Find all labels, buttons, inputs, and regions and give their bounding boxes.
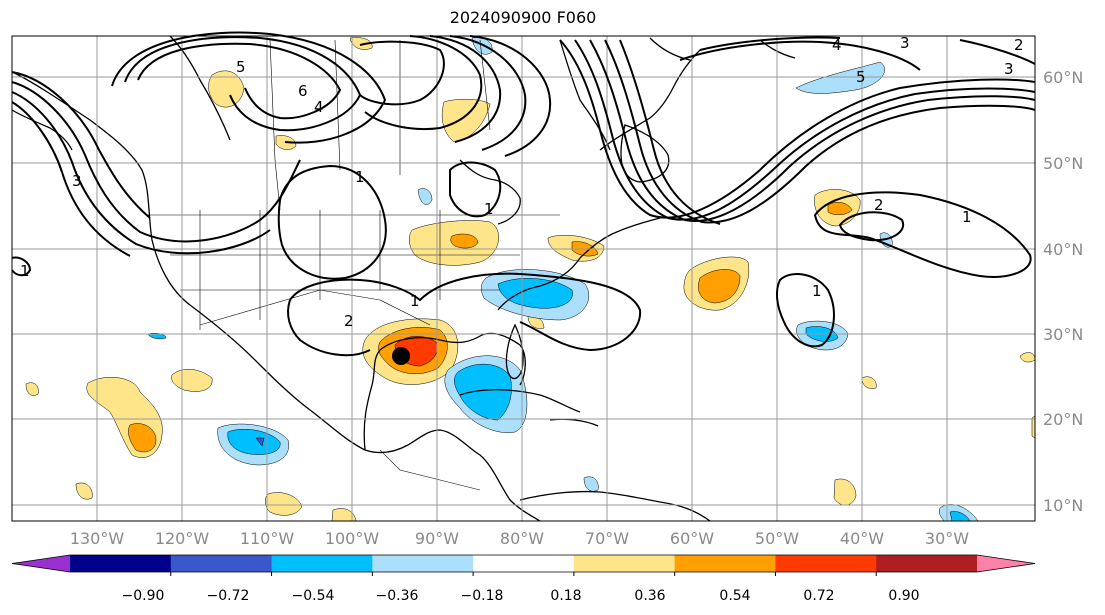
coastlines <box>11 35 796 522</box>
colorbar-extend-high <box>977 555 1035 572</box>
negative-anomaly <box>255 437 265 447</box>
positive-anomaly <box>349 37 373 50</box>
lon-label: 30°W <box>925 529 969 548</box>
colorbar-segment <box>876 555 978 572</box>
lat-label: 30°N <box>1043 325 1083 344</box>
colorbar-segment <box>271 555 373 572</box>
colorbar-segment <box>775 555 877 572</box>
contour-label: 4 <box>832 36 842 54</box>
contour-label: 2 <box>344 312 354 330</box>
positive-anomaly <box>441 99 491 143</box>
negative-anomaly <box>583 476 599 492</box>
latitude-labels: 60°N 50°N 40°N 30°N 20°N 10°N <box>1043 68 1083 515</box>
colorbar-tick-label: −0.54 <box>292 588 335 604</box>
lon-label: 70°W <box>585 529 629 548</box>
colorbar-tick-label: 0.36 <box>634 588 665 604</box>
lat-label: 60°N <box>1043 68 1083 87</box>
lat-label: 50°N <box>1043 154 1083 173</box>
lon-label: 60°W <box>670 529 714 548</box>
negative-anomaly <box>497 278 573 309</box>
lon-label: 110°W <box>240 529 295 548</box>
negative-anomaly <box>454 364 512 421</box>
contour-label: 5 <box>236 58 246 76</box>
colorbar-tick-labels: −0.90 −0.72 −0.54 −0.36 −0.18 0.18 0.36 … <box>122 588 920 604</box>
lon-label: 50°W <box>755 529 799 548</box>
colorbar-tick-label: 0.54 <box>719 588 750 604</box>
colorbar-tick-label: 0.72 <box>803 588 834 604</box>
positive-anomaly <box>25 382 39 396</box>
contour-label: 1 <box>962 208 972 226</box>
colorbar-segment <box>573 555 676 572</box>
contour-label-group: 6 4 5 1 2 1 1 2 4 3 5 3 2 1 1 1 3 <box>20 34 1024 330</box>
contour-label: 5 <box>856 68 866 86</box>
colorbar-tick-label: 0.90 <box>888 588 919 604</box>
graticule <box>12 36 1035 521</box>
colorbar-tick-label: −0.90 <box>122 588 165 604</box>
contour-label: 6 <box>298 82 308 100</box>
lat-label: 40°N <box>1043 240 1083 259</box>
colorbar-tick-label: 0.18 <box>550 588 581 604</box>
colorbar-tick-label: −0.72 <box>207 588 250 604</box>
lon-label: 120°W <box>155 529 210 548</box>
lon-label: 100°W <box>325 529 380 548</box>
contour-label: 1 <box>20 262 30 280</box>
contour-label: 1 <box>484 200 494 218</box>
colorbar-segment <box>473 555 575 572</box>
colorbar-segment <box>170 555 273 572</box>
colorbar-segment <box>372 555 474 572</box>
colorbar-segment <box>674 555 776 572</box>
colorbar-tick-label: −0.36 <box>376 588 419 604</box>
contour-label: 1 <box>410 292 420 310</box>
contour-label: 4 <box>314 98 324 116</box>
positive-anomaly <box>208 70 245 108</box>
map-frame <box>11 35 1036 522</box>
longitude-labels: 130°W 120°W 110°W 100°W 90°W 80°W 70°W 6… <box>70 529 969 548</box>
positive-anomaly <box>128 423 157 453</box>
contour-label: 1 <box>812 282 822 300</box>
contour-label: 3 <box>72 172 82 190</box>
contour-label: 2 <box>874 196 884 214</box>
political-borders <box>148 39 560 491</box>
lon-label: 80°W <box>500 529 544 548</box>
lon-label: 90°W <box>415 529 459 548</box>
positive-anomaly <box>827 202 853 215</box>
contour-label: 2 <box>1014 36 1024 54</box>
positive-anomaly <box>75 482 93 500</box>
positive-anomaly <box>698 269 741 304</box>
positive-anomaly <box>450 233 479 249</box>
colorbar-tick-label: −0.18 <box>461 588 504 604</box>
positive-anomaly <box>833 478 857 506</box>
lon-label: 40°W <box>840 529 884 548</box>
contour-label: 3 <box>1004 60 1014 78</box>
colorbar <box>11 554 1036 576</box>
lat-label: 20°N <box>1043 410 1083 429</box>
colorbar-extend-low <box>12 555 70 572</box>
colorbar-outline <box>11 554 1036 573</box>
contour-label: 1 <box>355 168 365 186</box>
storm-center-marker <box>392 347 410 365</box>
negative-anomaly <box>417 188 433 205</box>
map-title: 2024090900 F060 <box>449 8 597 27</box>
lon-label: 130°W <box>70 529 125 548</box>
colorbar-segment <box>70 555 172 572</box>
contour-lines <box>11 31 1036 357</box>
positive-anomaly <box>861 376 877 389</box>
lat-label: 10°N <box>1043 496 1083 515</box>
negative-anomaly <box>147 332 167 340</box>
negative-anomaly <box>795 61 885 94</box>
positive-anomaly <box>265 492 303 516</box>
contour-label: 3 <box>900 34 910 52</box>
